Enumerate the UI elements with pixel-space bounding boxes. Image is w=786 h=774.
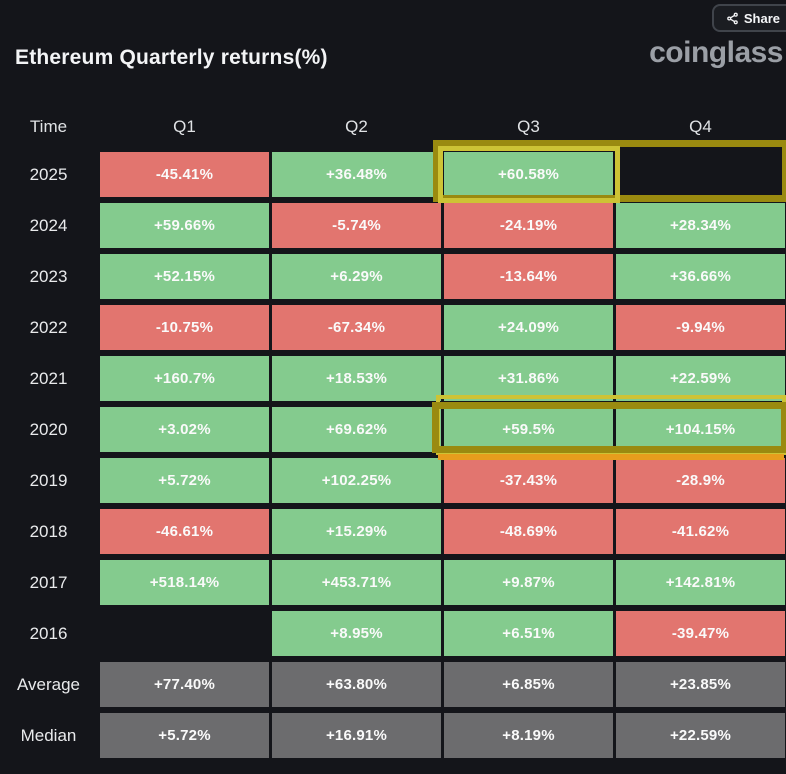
return-cell: +5.72% [100,458,269,503]
return-cell: -67.34% [272,305,441,350]
return-cell: +9.87% [444,560,613,605]
column-header-q1: Q1 [173,117,196,136]
return-cell: +104.15% [616,407,785,452]
table-row: 2016 +8.95% +6.51% -39.47% [0,611,786,656]
return-cell: +60.58% [444,152,613,197]
table-row: 2025 -45.41% +36.48% +60.58% [0,152,786,197]
return-cell: +28.34% [616,203,785,248]
column-header-time: Time [29,117,68,136]
return-cell: +6.85% [444,662,613,707]
return-cell: +3.02% [100,407,269,452]
row-label: 2020 [29,419,68,439]
table-row: 2023 +52.15% +6.29% -13.64% +36.66% [0,254,786,299]
share-icon [726,12,739,25]
return-cell: +23.85% [616,662,785,707]
return-cell: +8.95% [272,611,441,656]
returns-table: Time Q1 Q2 Q3 Q4 2025 -45.41% +36.48% +60.5… [0,110,786,764]
return-cell: -9.94% [616,305,785,350]
return-cell: +31.86% [444,356,613,401]
return-cell: -48.69% [444,509,613,554]
share-button-label: Share [743,10,780,26]
column-header-q4: Q4 [689,117,712,136]
return-cell: +52.15% [100,254,269,299]
row-label: Median [20,725,77,745]
row-label: 2017 [29,572,68,592]
table-row: 2024 +59.66% -5.74% -24.19% +28.34% [0,203,786,248]
table-row: 2017 +518.14% +453.71% +9.87% +142.81% [0,560,786,605]
table-row: 2019 +5.72% +102.25% -37.43% -28.9% [0,458,786,503]
return-cell: +15.29% [272,509,441,554]
table-row: 2021 +160.7% +18.53% +31.86% +22.59% [0,356,786,401]
table-row: Average +77.40% +63.80% +6.85% +23.85% [0,662,786,707]
return-cell: -13.64% [444,254,613,299]
return-cell: +24.09% [444,305,613,350]
share-button[interactable]: Share [711,4,786,32]
return-cell: +22.59% [616,356,785,401]
return-cell: -45.41% [100,152,269,197]
table-header-row: Time Q1 Q2 Q3 Q4 [0,110,786,144]
return-cell: -10.75% [100,305,269,350]
return-cell [616,152,785,197]
column-header-q2: Q2 [345,117,368,136]
return-cell: +5.72% [100,713,269,758]
return-cell: -28.9% [616,458,785,503]
page-title: Ethereum Quarterly returns(%) [15,46,328,69]
row-label: 2021 [29,368,68,388]
return-cell: +6.51% [444,611,613,656]
return-cell: +36.48% [272,152,441,197]
return-cell: +36.66% [616,254,785,299]
row-label: 2023 [29,266,68,286]
return-cell: +77.40% [100,662,269,707]
coinglass-logo: coinglass [649,36,783,69]
table-body: 2025 -45.41% +36.48% +60.58% 2024 +59.66% -5.7… [0,152,786,758]
return-cell: -5.74% [272,203,441,248]
return-cell: -41.62% [616,509,785,554]
return-cell: +8.19% [444,713,613,758]
row-label: Average [16,674,80,694]
table-row: 2020 +3.02% +69.62% +59.5% +104.15% [0,407,786,452]
return-cell: +518.14% [100,560,269,605]
return-cell: +63.80% [272,662,441,707]
return-cell: -37.43% [444,458,613,503]
table-row: 2022 -10.75% -67.34% +24.09% -9.94% [0,305,786,350]
row-label: 2018 [29,521,68,541]
return-cell: +142.81% [616,560,785,605]
row-label: 2024 [29,215,68,235]
return-cell: +16.91% [272,713,441,758]
return-cell: +59.5% [444,407,613,452]
return-cell: +22.59% [616,713,785,758]
table-row: Median +5.72% +16.91% +8.19% +22.59% [0,713,786,758]
return-cell: +453.71% [272,560,441,605]
row-label: 2025 [29,164,68,184]
return-cell: -46.61% [100,509,269,554]
return-cell: +102.25% [272,458,441,503]
return-cell: +6.29% [272,254,441,299]
return-cell: +160.7% [100,356,269,401]
row-label: 2022 [29,317,68,337]
row-label: 2019 [29,470,68,490]
table-row: 2018 -46.61% +15.29% -48.69% -41.62% [0,509,786,554]
column-header-q3: Q3 [517,117,540,136]
row-label: 2016 [29,623,68,643]
return-cell: -39.47% [616,611,785,656]
return-cell: +18.53% [272,356,441,401]
return-cell: +69.62% [272,407,441,452]
return-cell [100,611,269,656]
return-cell: -24.19% [444,203,613,248]
return-cell: +59.66% [100,203,269,248]
